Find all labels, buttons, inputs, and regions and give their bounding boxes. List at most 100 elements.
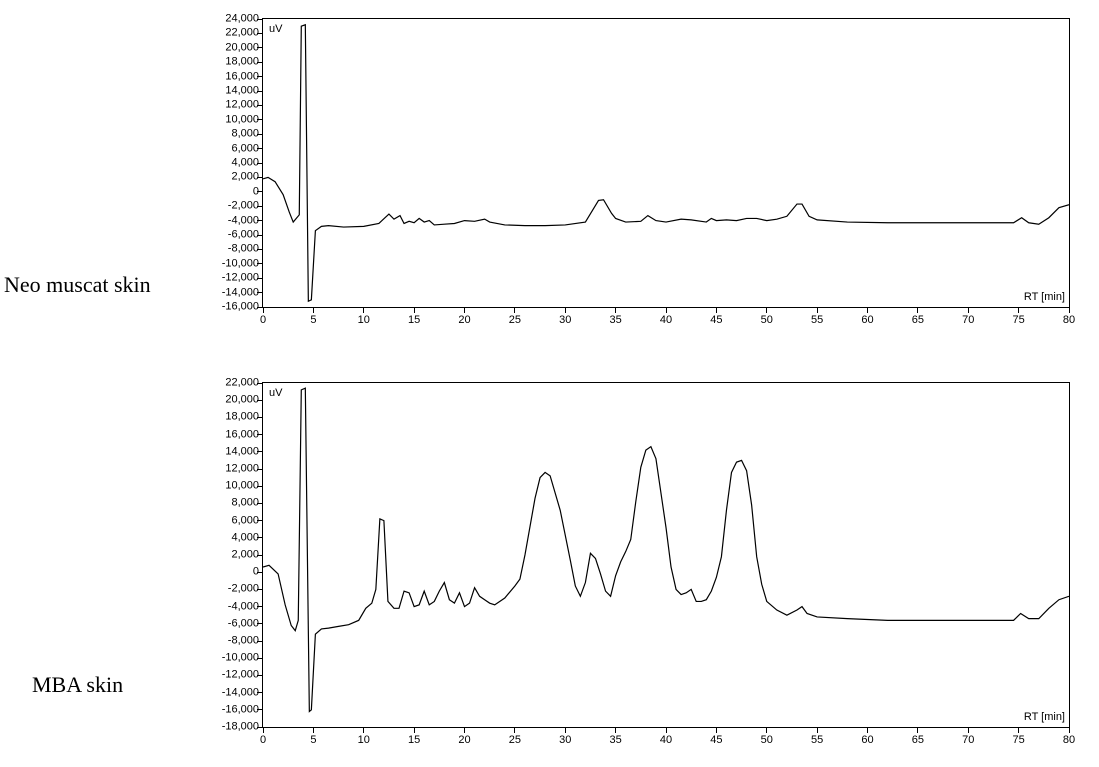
xtick-mark <box>1069 727 1070 733</box>
chromatogram-chart-mba: -18,000-16,000-14,000-12,000-10,000-8,00… <box>262 382 1070 728</box>
ytick-label: 0 <box>253 186 259 197</box>
ytick-label: -16,000 <box>222 704 259 715</box>
ytick-label: -18,000 <box>222 722 259 733</box>
ytick-label: -2,000 <box>228 584 259 595</box>
ytick-label: 2,000 <box>231 172 259 183</box>
xtick-mark <box>514 307 515 313</box>
ytick-label: 22,000 <box>225 378 259 389</box>
ytick-label: -14,000 <box>222 687 259 698</box>
chart1-side-label: Neo muscat skin <box>4 272 151 298</box>
ytick-label: -6,000 <box>228 618 259 629</box>
xtick-mark <box>968 727 969 733</box>
ytick-label: 4,000 <box>231 158 259 169</box>
ytick-label: 4,000 <box>231 532 259 543</box>
ytick-label: 18,000 <box>225 57 259 68</box>
xtick-label: 55 <box>811 315 823 326</box>
xtick-mark <box>464 307 465 313</box>
ytick-label: 12,000 <box>225 100 259 111</box>
xtick-label: 35 <box>610 735 622 746</box>
xtick-mark <box>1018 727 1019 733</box>
xtick-mark <box>917 307 918 313</box>
ytick-label: 20,000 <box>225 395 259 406</box>
xtick-label: 55 <box>811 735 823 746</box>
xtick-label: 65 <box>912 315 924 326</box>
xtick-label: 35 <box>610 315 622 326</box>
ytick-label: 8,000 <box>231 498 259 509</box>
xtick-label: 20 <box>458 315 470 326</box>
xtick-mark <box>1069 307 1070 313</box>
ytick-label: 6,000 <box>231 143 259 154</box>
xtick-label: 5 <box>310 735 316 746</box>
xtick-mark <box>414 727 415 733</box>
chart2-plot-svg <box>263 383 1069 727</box>
chart1-yaxis: -16,000-14,000-12,000-10,000-8,000-6,000… <box>203 19 263 307</box>
xtick-mark <box>414 307 415 313</box>
ytick-label: 16,000 <box>225 71 259 82</box>
xtick-label: 45 <box>710 315 722 326</box>
xtick-mark <box>917 727 918 733</box>
xtick-label: 50 <box>761 315 773 326</box>
xtick-mark <box>817 727 818 733</box>
xtick-mark <box>313 307 314 313</box>
ytick-label: -2,000 <box>228 201 259 212</box>
xtick-label: 75 <box>1013 735 1025 746</box>
chart1-xaxis: 05101520253035404550556065707580 <box>263 307 1069 337</box>
xtick-label: 10 <box>358 735 370 746</box>
ytick-label: 24,000 <box>225 14 259 25</box>
ytick-label: -4,000 <box>228 601 259 612</box>
xtick-mark <box>766 727 767 733</box>
xtick-mark <box>565 727 566 733</box>
ytick-label: -4,000 <box>228 215 259 226</box>
xtick-mark <box>363 307 364 313</box>
xtick-label: 30 <box>559 735 571 746</box>
xtick-mark <box>766 307 767 313</box>
xtick-mark <box>565 307 566 313</box>
ytick-label: 14,000 <box>225 86 259 97</box>
ytick-label: 8,000 <box>231 129 259 140</box>
xtick-mark <box>968 307 969 313</box>
xtick-label: 20 <box>458 735 470 746</box>
ytick-label: 10,000 <box>225 114 259 125</box>
xtick-label: 40 <box>660 735 672 746</box>
xtick-label: 0 <box>260 315 266 326</box>
ytick-label: 12,000 <box>225 464 259 475</box>
ytick-label: 20,000 <box>225 42 259 53</box>
ytick-label: -8,000 <box>228 636 259 647</box>
xtick-label: 65 <box>912 735 924 746</box>
chromatogram-trace <box>263 388 1069 711</box>
xtick-label: 80 <box>1063 735 1075 746</box>
xtick-label: 50 <box>761 735 773 746</box>
ytick-label: 6,000 <box>231 515 259 526</box>
xtick-label: 0 <box>260 735 266 746</box>
ytick-label: 0 <box>253 567 259 578</box>
chart2-side-label: MBA skin <box>32 672 123 698</box>
xtick-mark <box>464 727 465 733</box>
chart2-xaxis: 05101520253035404550556065707580 <box>263 727 1069 757</box>
ytick-label: 10,000 <box>225 481 259 492</box>
xtick-mark <box>867 727 868 733</box>
xtick-mark <box>666 307 667 313</box>
xtick-label: 60 <box>861 735 873 746</box>
xtick-mark <box>263 727 264 733</box>
xtick-mark <box>615 307 616 313</box>
xtick-mark <box>867 307 868 313</box>
xtick-mark <box>1018 307 1019 313</box>
xtick-mark <box>263 307 264 313</box>
chromatogram-chart-neo-muscat: -16,000-14,000-12,000-10,000-8,000-6,000… <box>262 18 1070 308</box>
xtick-mark <box>363 727 364 733</box>
xtick-mark <box>716 307 717 313</box>
xtick-label: 15 <box>408 315 420 326</box>
xtick-label: 25 <box>509 735 521 746</box>
xtick-label: 15 <box>408 735 420 746</box>
page-container: Neo muscat skin MBA skin -16,000-14,000-… <box>0 0 1099 767</box>
ytick-label: -10,000 <box>222 258 259 269</box>
chart1-plot-svg <box>263 19 1069 307</box>
xtick-label: 5 <box>310 315 316 326</box>
ytick-label: -8,000 <box>228 244 259 255</box>
ytick-label: 18,000 <box>225 412 259 423</box>
xtick-label: 80 <box>1063 315 1075 326</box>
xtick-label: 25 <box>509 315 521 326</box>
ytick-label: 22,000 <box>225 28 259 39</box>
xtick-label: 70 <box>962 315 974 326</box>
xtick-mark <box>666 727 667 733</box>
